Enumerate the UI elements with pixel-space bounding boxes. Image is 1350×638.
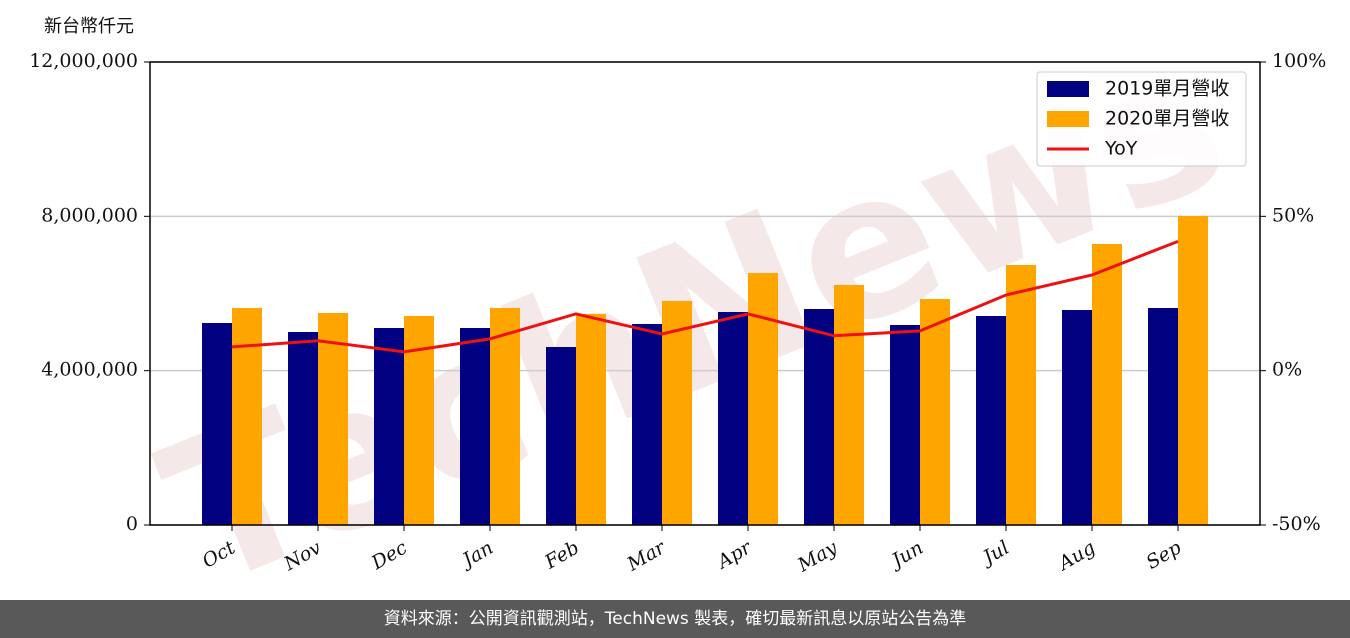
- bar: [662, 300, 692, 525]
- bar: [920, 299, 950, 525]
- bar: [1148, 308, 1178, 525]
- bar: [374, 327, 404, 525]
- bar: [490, 308, 520, 525]
- y2-tick-label: 50%: [1272, 204, 1314, 226]
- bar: [632, 323, 662, 525]
- x-tick-label: Apr: [712, 536, 757, 574]
- y-tick-label: 12,000,000: [29, 50, 138, 72]
- x-tick-label: Jun: [885, 537, 927, 574]
- bar: [1178, 215, 1208, 525]
- line: [231, 239, 1179, 354]
- x-tick-label: Sep: [1142, 537, 1185, 574]
- legend-swatch: [1047, 81, 1089, 97]
- y2-tick-label: 100%: [1272, 50, 1326, 72]
- chart: 新台幣仟元 TechNews 04,000,0008,000,00012,000…: [29, 1, 1326, 600]
- legend-label: YoY: [1104, 138, 1138, 160]
- bar: [288, 332, 318, 525]
- bar: [976, 315, 1006, 525]
- legend-swatch: [1047, 111, 1089, 127]
- plot-frame: [149, 61, 1261, 526]
- y-axis-label: 新台幣仟元: [44, 16, 134, 37]
- bar: [834, 285, 864, 525]
- bar: [1006, 264, 1036, 525]
- legend-box: [1036, 71, 1247, 167]
- footer: 資料來源：公開資訊觀測站，TechNews 製表，確切最新訊息以原站公告為準: [0, 600, 1350, 638]
- y-tick-label: 0: [126, 513, 138, 535]
- bar: [804, 309, 834, 525]
- y-tick-label: 4,000,000: [41, 359, 138, 381]
- bar: [1062, 310, 1092, 525]
- bar: [748, 273, 778, 525]
- bar: [318, 312, 348, 525]
- bar: [576, 313, 606, 525]
- x-tick-label: Mar: [623, 536, 671, 576]
- bar: [460, 327, 490, 525]
- bar: [202, 323, 232, 525]
- x-tick-label: Aug: [1053, 537, 1099, 576]
- y-tick-label: 8,000,000: [41, 204, 138, 226]
- legend-label: 2020單月營收: [1105, 108, 1229, 130]
- x-tick-label: Feb: [540, 537, 583, 574]
- bar: [232, 308, 262, 525]
- y2-tick-label: 0%: [1272, 359, 1302, 381]
- bar: [718, 312, 748, 525]
- bar: [890, 324, 920, 525]
- x-tick-label: May: [793, 536, 841, 576]
- bar: [1092, 243, 1122, 525]
- x-tick-label: Jan: [456, 537, 497, 574]
- y2-tick-label: -50%: [1272, 513, 1321, 535]
- legend-label: 2019單月營收: [1105, 78, 1229, 100]
- x-tick-label: Jul: [976, 537, 1013, 571]
- bar: [546, 347, 576, 525]
